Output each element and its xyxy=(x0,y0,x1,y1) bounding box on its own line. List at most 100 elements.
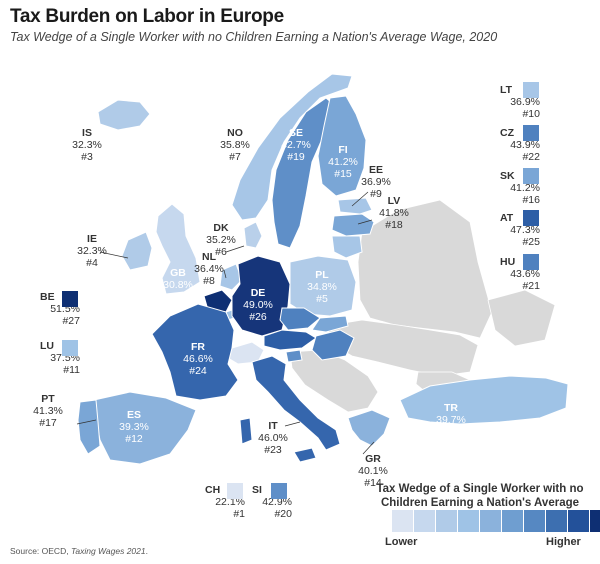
callout-LT: LT 36.9% #10 xyxy=(500,84,540,120)
swatch-HU xyxy=(523,254,539,270)
svg-text:PL: PL xyxy=(315,269,329,281)
country-GR[interactable] xyxy=(347,409,391,447)
callout-CH-rank: #1 xyxy=(233,508,245,520)
svg-text:#14: #14 xyxy=(364,477,382,489)
svg-text:32.3%: 32.3% xyxy=(72,139,102,151)
svg-text:46.6%: 46.6% xyxy=(183,353,213,365)
svg-text:39.3%: 39.3% xyxy=(119,421,149,433)
country-NO[interactable] xyxy=(231,73,353,221)
swatch-LU xyxy=(62,340,78,356)
callout-LU-rank: #11 xyxy=(63,364,80,376)
svg-text:IS: IS xyxy=(82,127,92,139)
callout-HU-value: 43.6% xyxy=(510,268,540,280)
country-IT-sicily[interactable] xyxy=(293,447,317,463)
label-IS: IS 32.3% #3 xyxy=(72,127,102,163)
svg-text:IE: IE xyxy=(87,233,97,245)
svg-text:41.2%: 41.2% xyxy=(328,156,358,168)
legend-swatch-5 xyxy=(480,510,502,532)
country-FI[interactable] xyxy=(317,95,367,197)
callout-LU-code: LU xyxy=(40,340,54,352)
svg-text:#23: #23 xyxy=(264,444,282,456)
callout-CZ: CZ 43.9% #22 xyxy=(500,127,540,163)
country-HU[interactable] xyxy=(311,329,355,361)
country-NL[interactable] xyxy=(219,263,243,291)
svg-text:#8: #8 xyxy=(203,275,215,287)
country-EE[interactable] xyxy=(337,197,373,215)
svg-text:34.8%: 34.8% xyxy=(307,281,337,293)
legend-swatch-10 xyxy=(590,510,600,532)
svg-text:FR: FR xyxy=(191,341,205,353)
svg-text:GB: GB xyxy=(170,267,186,279)
label-LV: LV 41.8% #18 xyxy=(379,195,409,231)
label-NO: NO 35.8% #7 xyxy=(220,127,250,163)
label-PT: PT 41.3% #17 xyxy=(33,393,63,429)
country-IE[interactable] xyxy=(121,231,153,271)
callout-AT: AT 47.3% #25 xyxy=(500,212,540,248)
callout-AT-value: 47.3% xyxy=(510,224,540,236)
svg-text:32.3%: 32.3% xyxy=(77,245,107,257)
svg-text:NO: NO xyxy=(227,127,243,139)
country-shapes xyxy=(77,73,569,465)
svg-text:#9: #9 xyxy=(370,188,382,200)
svg-text:30.8%: 30.8% xyxy=(163,279,193,291)
svg-text:TR: TR xyxy=(444,402,458,414)
country-LT[interactable] xyxy=(331,235,363,259)
callout-CH-value: 22.1% xyxy=(215,496,245,508)
country-SK[interactable] xyxy=(311,315,349,333)
country-AT[interactable] xyxy=(263,329,317,351)
legend-swatch-3 xyxy=(436,510,458,532)
svg-text:49.0%: 49.0% xyxy=(243,299,273,311)
country-SE[interactable] xyxy=(271,97,339,249)
callout-SI-code: SI xyxy=(252,484,262,496)
country-SI[interactable] xyxy=(285,349,303,363)
svg-text:36.4%: 36.4% xyxy=(194,263,224,275)
country-PL[interactable] xyxy=(289,255,357,317)
swatch-CZ xyxy=(523,125,539,141)
country-DK[interactable] xyxy=(243,221,263,249)
country-PT[interactable] xyxy=(77,399,101,455)
svg-text:41.8%: 41.8% xyxy=(379,207,409,219)
callout-SK-rank: #16 xyxy=(522,194,540,206)
swatch-AT xyxy=(523,210,539,226)
label-IT: IT 46.0% #23 xyxy=(258,420,288,456)
label-DE: DE 49.0% #26 xyxy=(243,287,273,323)
label-FR: FR 46.6% #24 xyxy=(183,341,213,377)
country-LV[interactable] xyxy=(331,213,375,237)
svg-text:SE: SE xyxy=(289,127,303,139)
callout-BE-rank: #27 xyxy=(62,315,80,327)
legend-swatch-4 xyxy=(458,510,480,532)
country-IS[interactable] xyxy=(97,99,151,131)
callout-SI-rank: #20 xyxy=(274,508,292,520)
callout-AT-code: AT xyxy=(500,212,514,224)
country-TR[interactable] xyxy=(399,375,569,425)
label-EE: EE 36.9% #9 xyxy=(361,164,391,200)
label-FI: FI 41.2% #15 xyxy=(328,144,358,180)
callout-LT-code: LT xyxy=(500,84,513,96)
svg-text:DK: DK xyxy=(213,222,229,234)
svg-text:#6: #6 xyxy=(215,246,227,258)
country-FR[interactable] xyxy=(151,303,239,401)
svg-text:NL: NL xyxy=(202,251,217,263)
svg-text:#2: #2 xyxy=(172,291,184,303)
svg-text:GR: GR xyxy=(365,453,381,465)
svg-text:13: 13 xyxy=(445,426,457,438)
country-IT-sardinia[interactable] xyxy=(239,417,253,445)
legend-color-scale xyxy=(392,510,600,532)
callout-CZ-code: CZ xyxy=(500,127,514,139)
callout-HU: HU 43.6% #21 xyxy=(500,256,540,292)
svg-text:35.8%: 35.8% xyxy=(220,139,250,151)
svg-text:#5: #5 xyxy=(316,293,328,305)
country-CZ[interactable] xyxy=(279,307,321,331)
swatch-SK xyxy=(523,168,539,184)
svg-text:#18: #18 xyxy=(385,219,403,231)
map-subtitle: Tax Wedge of a Single Worker with no Chi… xyxy=(10,30,498,44)
source-prefix: Source: OECD, xyxy=(10,546,71,556)
legend-swatch-1 xyxy=(392,510,414,532)
callout-HU-code: HU xyxy=(500,256,516,268)
country-IT[interactable] xyxy=(251,355,341,451)
swatch-SI xyxy=(271,483,287,499)
leader-lines xyxy=(76,191,375,455)
callout-LT-rank: #10 xyxy=(522,108,540,120)
country-GB[interactable] xyxy=(155,203,201,295)
svg-text:36.9%: 36.9% xyxy=(361,176,391,188)
